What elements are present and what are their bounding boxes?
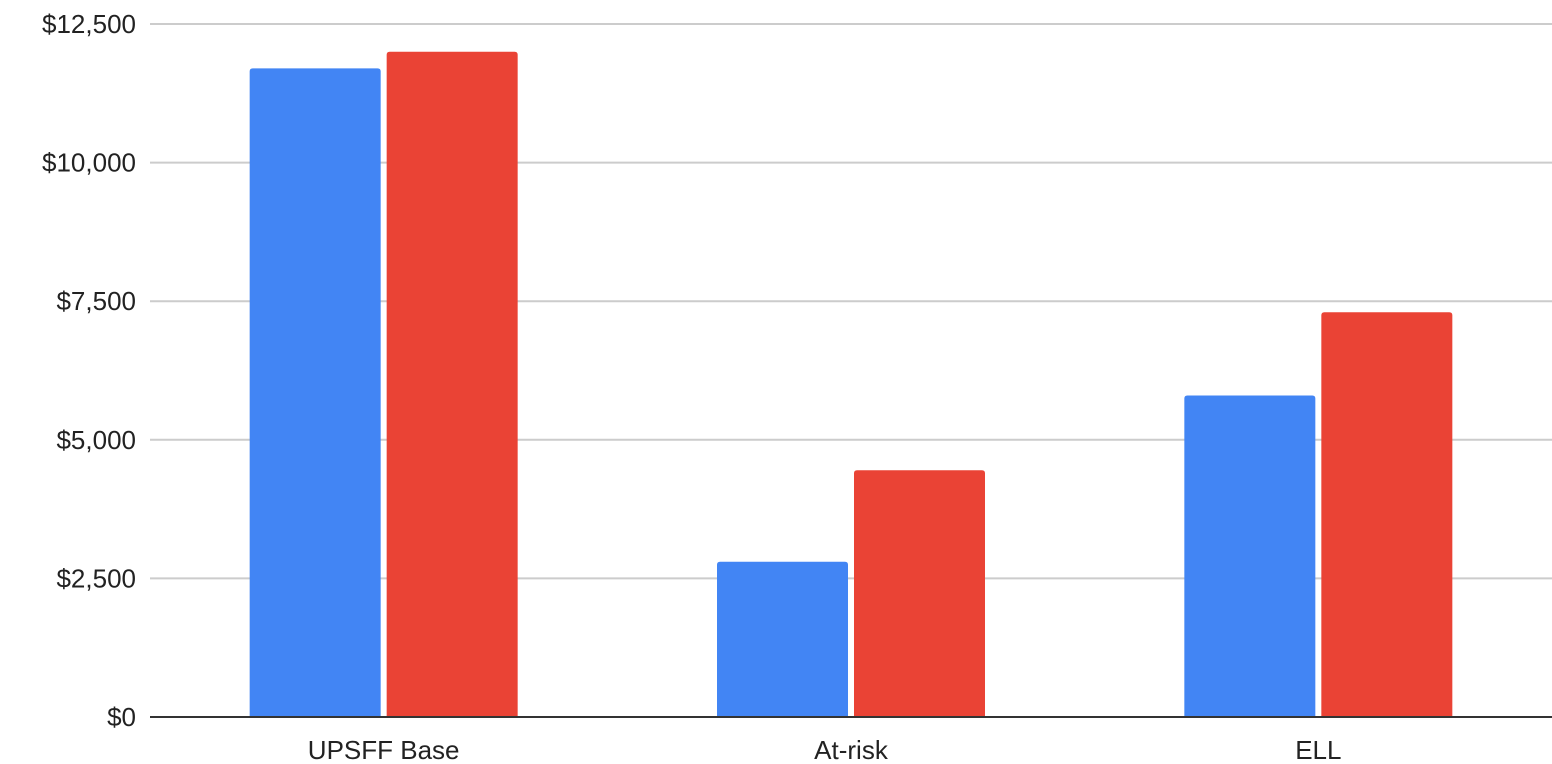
- x-tick-label: At-risk: [814, 735, 889, 764]
- y-tick-label: $7,500: [56, 286, 136, 316]
- gridlines: [150, 23, 1552, 580]
- x-tick-label: UPSFF Base: [308, 735, 460, 764]
- y-tick-label: $5,000: [56, 425, 136, 455]
- bar-series-2-at-risk: [854, 470, 985, 717]
- axes: $0 $2,500 $5,000 $7,500 $10,000 $12,500 UPSFF …: [42, 9, 1552, 764]
- y-tick-label: $2,500: [56, 563, 136, 593]
- bar-series-1-ell: [1184, 395, 1316, 717]
- y-tick-label: $12,500: [42, 9, 136, 39]
- bar-series-2-upsff-base: [386, 51, 518, 718]
- bars: [249, 51, 1453, 718]
- bar-series-2-ell: [1321, 312, 1453, 717]
- bar-series-1-upsff-base: [249, 68, 381, 718]
- x-tick-label: ELL: [1295, 735, 1341, 764]
- bar-series-1-at-risk: [717, 561, 848, 717]
- y-tick-label: $0: [107, 702, 136, 732]
- y-tick-label: $10,000: [42, 148, 136, 178]
